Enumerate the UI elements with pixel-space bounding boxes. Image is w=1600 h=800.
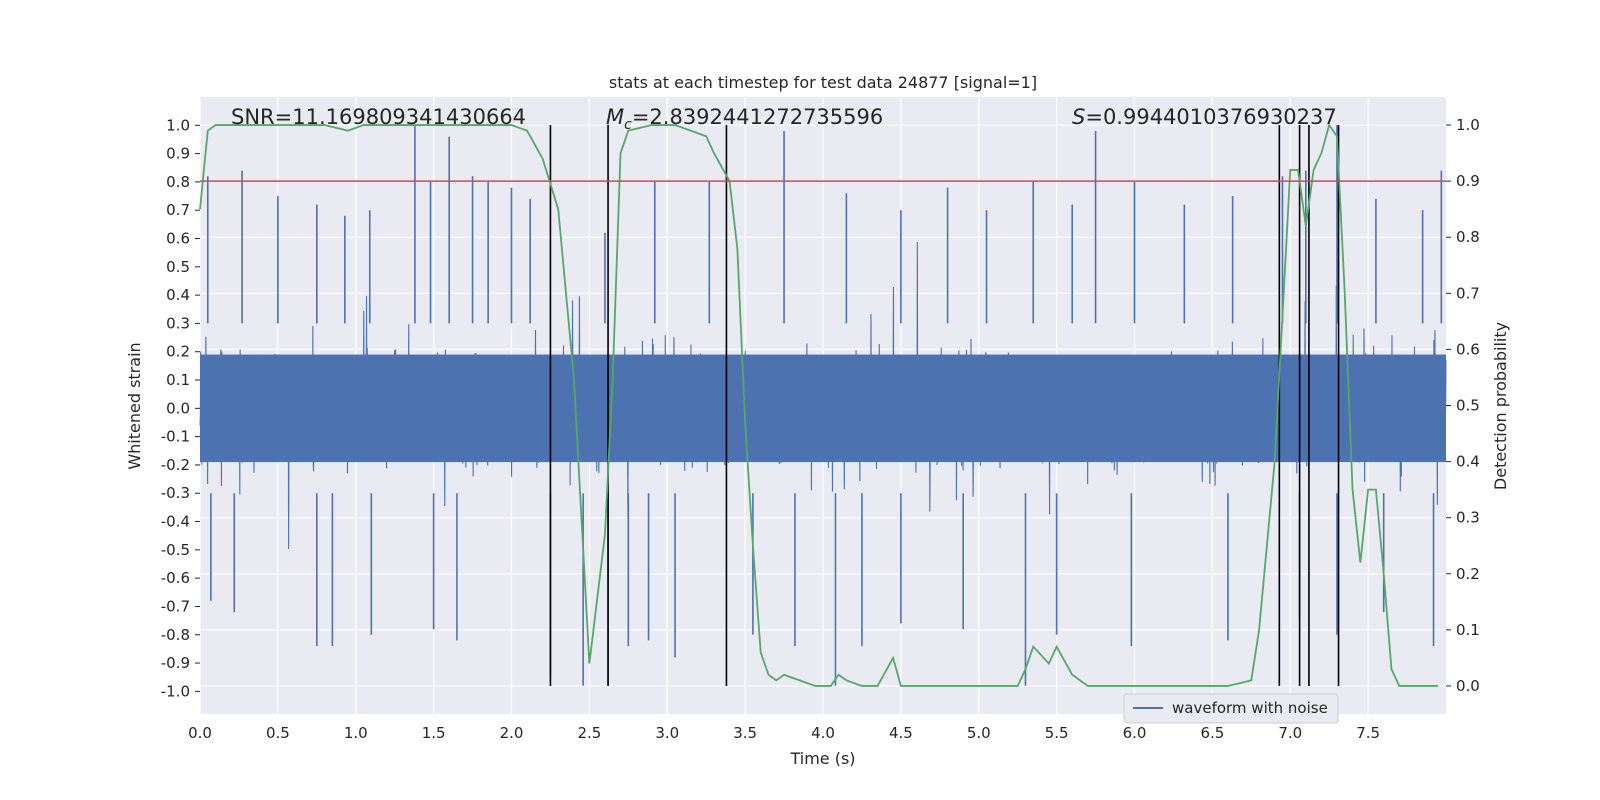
y-tick-label: 1.0 bbox=[166, 116, 190, 134]
y2-tick-label: 0.0 bbox=[1456, 677, 1480, 695]
y2-axis-ticks: 1.0 0.9 0.8 0.7 0.6 0.5 0.4 0.3 0.2 0.1 0.0 bbox=[1446, 116, 1480, 695]
x-axis-ticks: 0.0 0.5 1.0 1.5 2.0 2.5 3.0 3.5 4.0 4.5 5.0 5.5 6.0 6… bbox=[188, 724, 1380, 742]
y2-tick-label: 0.3 bbox=[1456, 509, 1480, 527]
y-tick-label: 0.1 bbox=[166, 371, 190, 389]
y2-axis-label: Detection probability bbox=[1491, 322, 1510, 490]
waveform-core-band bbox=[200, 354, 1446, 463]
y-tick-label: 0.2 bbox=[166, 343, 190, 361]
y-tick-label: 0.6 bbox=[166, 230, 190, 248]
x-tick-label: 2.5 bbox=[577, 724, 601, 742]
x-tick-label: 4.5 bbox=[889, 724, 913, 742]
y-tick-label: 0.3 bbox=[166, 314, 190, 332]
y-axis-ticks: 1.0 0.9 0.8 0.7 0.6 0.5 0.4 0.3 0.2 0.1 0.0 -0.1 -0.… bbox=[161, 116, 200, 700]
y2-tick-label: 0.4 bbox=[1456, 453, 1480, 471]
x-tick-label: 5.0 bbox=[967, 724, 991, 742]
x-tick-label: 5.5 bbox=[1045, 724, 1069, 742]
chirp-mass-value: =2.8392441272735596 bbox=[632, 105, 883, 129]
y2-tick-label: 0.1 bbox=[1456, 621, 1480, 639]
legend-entry-waveform: waveform with noise bbox=[1172, 699, 1328, 717]
y-tick-label: -0.2 bbox=[161, 456, 190, 474]
chirp-mass-symbol: M bbox=[606, 105, 624, 129]
x-tick-label: 7.5 bbox=[1356, 724, 1380, 742]
y-tick-label: 0.7 bbox=[166, 201, 190, 219]
y2-tick-label: 0.8 bbox=[1456, 228, 1480, 246]
y-tick-label: -0.7 bbox=[161, 597, 190, 615]
x-axis-label: Time (s) bbox=[789, 749, 855, 768]
chart-title: stats at each timestep for test data 248… bbox=[609, 73, 1037, 92]
score-value: =0.9944010376930237 bbox=[1085, 105, 1336, 129]
y2-tick-label: 0.6 bbox=[1456, 340, 1480, 358]
x-tick-label: 3.0 bbox=[655, 724, 679, 742]
x-tick-label: 0.5 bbox=[266, 724, 290, 742]
x-tick-label: 1.5 bbox=[422, 724, 446, 742]
y-tick-label: 0.0 bbox=[166, 399, 190, 417]
y2-tick-label: 1.0 bbox=[1456, 116, 1480, 134]
probability-line bbox=[199, 122, 1439, 687]
x-tick-label: 7.0 bbox=[1278, 724, 1302, 742]
score-annotation: S=0.9944010376930237 bbox=[1072, 105, 1337, 129]
chirp-mass-annotation: Mc=2.8392441272735596 bbox=[606, 105, 883, 133]
y-tick-label: -0.5 bbox=[161, 541, 190, 559]
y-tick-label: -1.0 bbox=[161, 682, 190, 700]
y-tick-label: -0.3 bbox=[161, 484, 190, 502]
x-tick-label: 2.0 bbox=[500, 724, 524, 742]
y2-tick-label: 0.2 bbox=[1456, 565, 1480, 583]
y2-tick-label: 0.9 bbox=[1456, 172, 1480, 190]
legend: waveform with noise bbox=[1123, 693, 1339, 724]
y-tick-label: -0.1 bbox=[161, 428, 190, 446]
y-tick-label: -0.6 bbox=[161, 569, 190, 587]
y-axis-label: Whitened strain bbox=[125, 342, 144, 469]
y2-tick-label: 0.7 bbox=[1456, 284, 1480, 302]
y2-tick-label: 0.5 bbox=[1456, 397, 1480, 415]
legend-box bbox=[1123, 693, 1339, 724]
x-tick-label: 4.0 bbox=[811, 724, 835, 742]
probability-series bbox=[199, 122, 1439, 687]
y-tick-label: -0.8 bbox=[161, 626, 190, 644]
score-symbol: S bbox=[1072, 105, 1085, 129]
y-tick-label: -0.4 bbox=[161, 513, 190, 531]
x-tick-label: 1.0 bbox=[344, 724, 368, 742]
y-tick-label: 0.8 bbox=[166, 173, 190, 191]
y-tick-label: 0.4 bbox=[166, 286, 190, 304]
snr-annotation: SNR=11.169809341430664 bbox=[231, 105, 526, 129]
y-tick-label: 0.9 bbox=[166, 145, 190, 163]
chirp-mass-subscript: c bbox=[624, 117, 632, 133]
x-tick-label: 6.0 bbox=[1123, 724, 1147, 742]
vertical-markers bbox=[549, 125, 1340, 686]
x-tick-label: 0.0 bbox=[188, 724, 212, 742]
x-tick-label: 6.5 bbox=[1200, 724, 1224, 742]
y-tick-label: 0.5 bbox=[166, 258, 190, 276]
x-tick-label: 3.5 bbox=[733, 724, 757, 742]
y-tick-label: -0.9 bbox=[161, 654, 190, 672]
